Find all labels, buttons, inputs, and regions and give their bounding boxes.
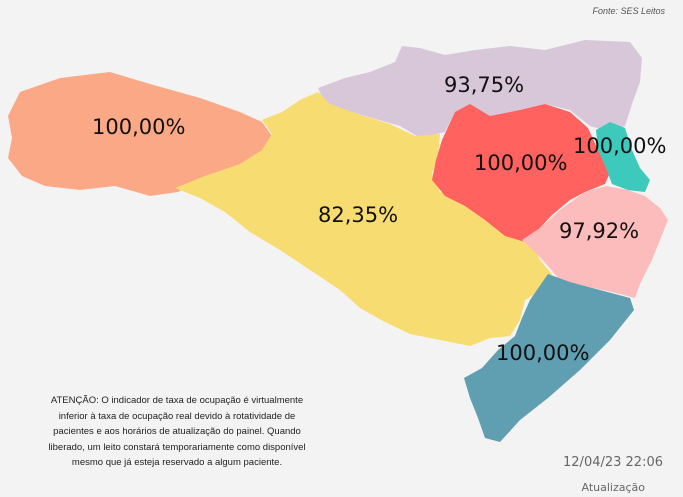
region-vale-do-itajai-value: 100,00% xyxy=(474,151,567,175)
notice-line: mesmo que já esteja reservado a algum pa… xyxy=(71,457,283,468)
region-sul-value: 100,00% xyxy=(496,341,589,365)
notice-line: liberado, um leito constará temporariame… xyxy=(48,441,306,453)
region-grande-florianopolis-value: 97,92% xyxy=(559,219,639,243)
region-meio-oeste-serra-value: 82,35% xyxy=(318,203,398,227)
region-planalto-norte[interactable] xyxy=(318,40,642,138)
region-meio-oeste-serra[interactable] xyxy=(175,92,552,346)
notice-line: ATENÇÃO: O indicador de taxa de ocupação… xyxy=(50,395,304,406)
region-grande-florianopolis[interactable] xyxy=(522,186,668,298)
region-nordeste[interactable] xyxy=(596,122,650,192)
region-oeste[interactable] xyxy=(8,72,272,196)
region-sul[interactable] xyxy=(464,274,634,442)
region-vale-do-itajai[interactable] xyxy=(432,104,612,242)
source-caption: Fonte: SES Leitos xyxy=(592,6,665,16)
occupancy-notice: ATENÇÃO: O indicador de taxa de ocupação… xyxy=(14,393,340,471)
update-timestamp: 12/04/23 22:06 xyxy=(563,455,663,470)
region-oeste-value: 100,00% xyxy=(92,115,185,139)
region-planalto-norte-value: 93,75% xyxy=(444,73,524,97)
notice-line: inferior à taxa de ocupação real devido … xyxy=(58,410,296,422)
update-label: Atualização xyxy=(581,481,645,494)
notice-line: pacientes e aos horários de atualização … xyxy=(53,426,301,437)
region-nordeste-value: 100,00% xyxy=(573,134,666,158)
